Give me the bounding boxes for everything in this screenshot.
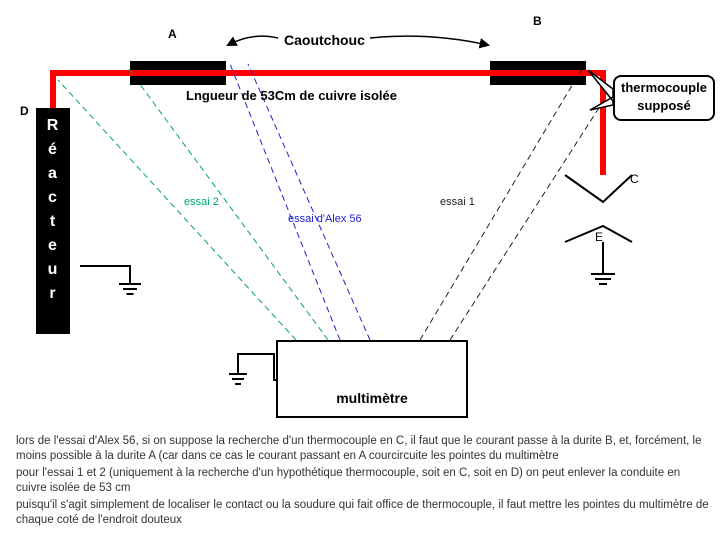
multimeter-label: multimètre: [278, 390, 466, 406]
label-e: E: [595, 230, 603, 244]
copper-length-label: Lngueur de 53Cm de cuivre isolée: [186, 88, 397, 103]
footer-text: lors de l'essai d'Alex 56, si on suppose…: [16, 434, 711, 530]
essai1-label: essai 1: [440, 196, 475, 208]
essai2-label: essai 2: [184, 196, 219, 208]
footer-p3: puisqu'il s'agit simplement de localiser…: [16, 498, 711, 528]
footer-p1: lors de l'essai d'Alex 56, si on suppose…: [16, 434, 711, 464]
multimeter-box: multimètre: [276, 340, 468, 418]
essai-alex-label: essai d'Alex 56: [288, 213, 362, 225]
label-d: D: [20, 104, 29, 118]
footer-p2: pour l'essai 1 et 2 (uniquement à la rec…: [16, 466, 711, 496]
thermocouple-callout-text: thermocouple supposé: [621, 80, 707, 113]
caoutchouc-block-a: [130, 61, 226, 85]
label-b: B: [533, 14, 542, 28]
reactor-ground-icon: [80, 266, 141, 294]
caoutchouc-block-b: [490, 61, 586, 85]
thermocouple-callout: thermocouple supposé: [613, 75, 715, 121]
multimeter-ground-icon: [229, 354, 276, 384]
reactor-block: Réacteur: [36, 108, 70, 334]
label-c: C: [630, 172, 639, 186]
caoutchouc-label: Caoutchouc: [284, 32, 365, 48]
label-a: A: [168, 27, 177, 41]
